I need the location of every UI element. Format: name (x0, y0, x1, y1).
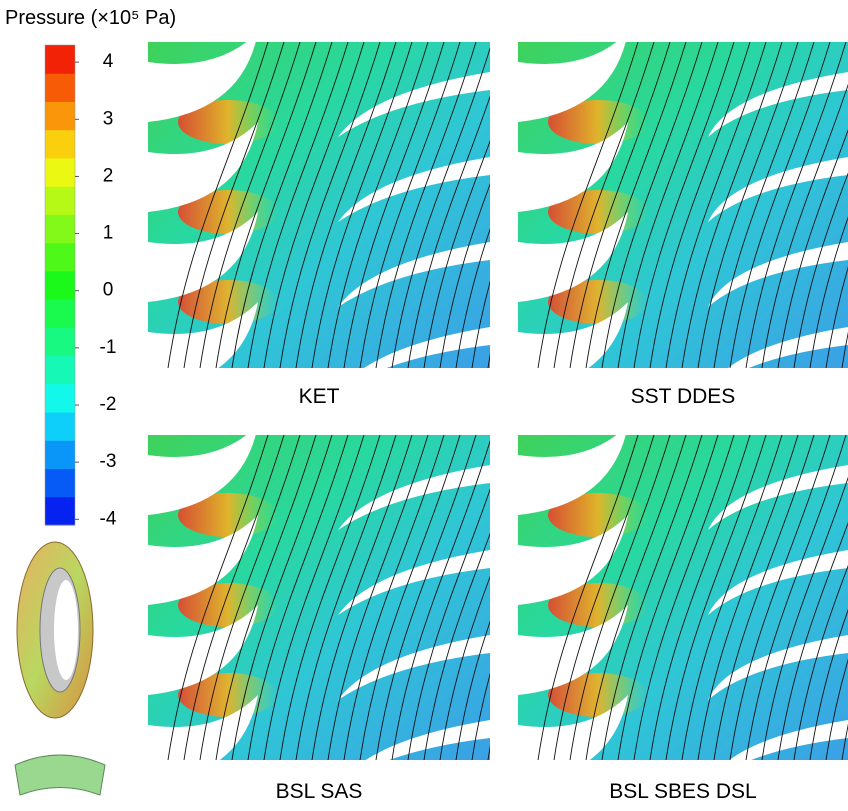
colorbar-tick-label: -4 (100, 508, 117, 529)
colorbar-tick-label: -1 (100, 337, 117, 358)
flow-panel: BSL SBES DSL (518, 425, 848, 806)
colorbar-band (45, 214, 75, 243)
panels: KET SST DDES BSL SAS BSL SBES DSL (148, 32, 848, 806)
colorbar-band (45, 412, 75, 441)
colorbar-tick-label: 0 (103, 280, 114, 301)
colorbar-band (45, 327, 75, 356)
colorbar-band (45, 243, 75, 272)
colorbar-band (45, 384, 75, 413)
colorbar-tick-label: -2 (100, 394, 117, 415)
colorbar-tick-label: 4 (103, 51, 114, 72)
panel-content (518, 425, 848, 806)
stagnation (178, 763, 278, 806)
colorbar-band (45, 356, 75, 385)
tire-illustration (15, 542, 105, 795)
colorbar-band (45, 130, 75, 159)
colorbar-band (45, 497, 75, 526)
panel-label: KET (299, 385, 340, 408)
figure: Pressure (×10⁵ Pa) 4 3 2 1 0 -1 -2 -3 -4 KET SST … (0, 0, 848, 806)
flow-panel: SST DDES (518, 32, 848, 414)
colorbar-tick-label: 1 (103, 223, 114, 244)
colorbar-band (45, 45, 75, 74)
panel-label: SST DDES (631, 385, 736, 408)
panel-content (518, 32, 848, 414)
colorbar-tick-label: 3 (103, 108, 114, 129)
panel-label: BSL SBES DSL (609, 780, 756, 803)
colorbar-band (45, 101, 75, 130)
colorbar-band (45, 299, 75, 328)
stagnation (178, 370, 278, 414)
colorbar-title: Pressure (×10⁵ Pa) (5, 7, 176, 29)
colorbar-band (45, 469, 75, 498)
colorbar-band (45, 440, 75, 469)
colorbar-band (45, 271, 75, 300)
colorbar-tick-label: -3 (100, 451, 117, 472)
colorbar-tick-label: 2 (103, 165, 114, 186)
colorbar-band (45, 158, 75, 187)
colorbar: 4 3 2 1 0 -1 -2 -3 -4 (45, 45, 117, 529)
colorbar-band (45, 186, 75, 215)
colorbar-band (45, 73, 75, 102)
panel-label: BSL SAS (276, 780, 363, 803)
